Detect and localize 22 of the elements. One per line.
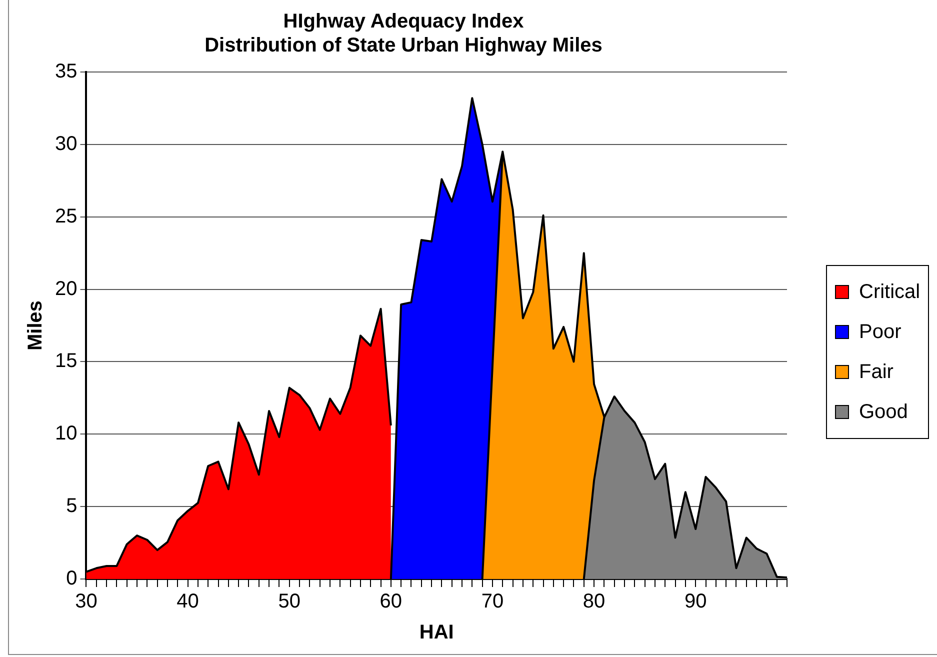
- x-tick-label: 80: [582, 590, 606, 613]
- x-tick-label: 40: [176, 590, 199, 613]
- legend-label: Good: [859, 400, 908, 424]
- y-tick-label: 30: [54, 132, 78, 155]
- x-tick-label: 70: [481, 590, 504, 613]
- y-axis-title: Miles: [24, 300, 47, 351]
- y-tick-label: 10: [54, 422, 78, 445]
- chart-subtitle: Distribution of State Urban Highway Miles: [204, 34, 602, 57]
- legend-label: Poor: [859, 320, 902, 344]
- y-tick-label: 35: [54, 60, 78, 83]
- legend-label: Fair: [859, 360, 894, 384]
- y-tick-label: 25: [54, 205, 78, 228]
- y-tick-label: 15: [54, 350, 78, 372]
- x-tick-label: 50: [278, 590, 300, 613]
- y-tick-label: 20: [54, 278, 78, 300]
- chart-title: HIghway Adequacy Index: [283, 10, 524, 33]
- x-tick-label: 90: [684, 590, 707, 613]
- x-tick-label: 60: [380, 590, 402, 613]
- y-tick-label: 5: [66, 495, 78, 518]
- x-axis-title: HAI: [419, 622, 454, 644]
- y-tick-label: 0: [66, 568, 78, 590]
- legend-label: Critical: [859, 280, 920, 304]
